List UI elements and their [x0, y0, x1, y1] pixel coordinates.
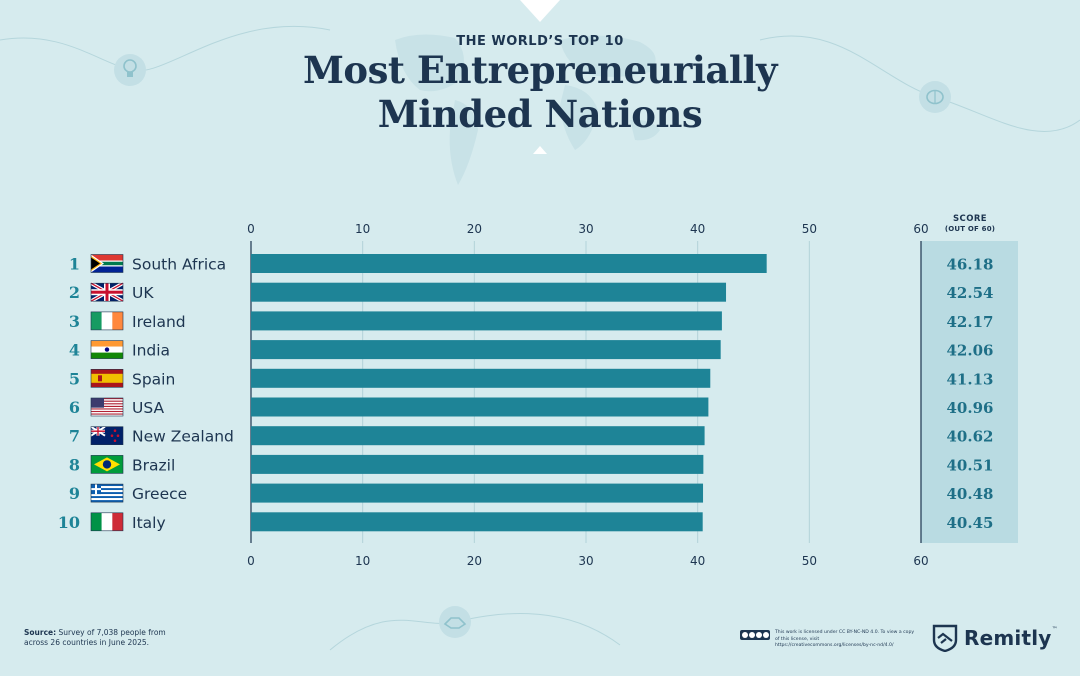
- flag-ireland-icon: [90, 311, 124, 331]
- license-text: This work is licensed under CC BY-NC-ND …: [775, 630, 915, 648]
- tick-label-top-40: 40: [690, 222, 705, 236]
- rank-label: 9: [69, 484, 80, 503]
- country-label: India: [132, 342, 170, 360]
- country-label: New Zealand: [132, 428, 234, 446]
- bar-india: [251, 340, 721, 360]
- tick-label-top-30: 30: [578, 222, 593, 236]
- rank-label: 7: [69, 427, 80, 446]
- score-value: 42.17: [947, 313, 994, 331]
- tick-label-top-10: 10: [355, 222, 370, 236]
- flag-new-zealand-icon: [90, 425, 124, 446]
- country-label: Spain: [132, 370, 175, 388]
- flag-uk-icon: [90, 281, 124, 303]
- cc-license-icon: [740, 630, 770, 640]
- trademark-mark: ™: [1051, 626, 1058, 633]
- flag-spain-icon: [90, 368, 124, 388]
- score-value: 46.18: [947, 256, 994, 274]
- score-value: 42.54: [947, 284, 994, 302]
- rank-label: 10: [58, 513, 80, 532]
- tick-label-top-50: 50: [802, 222, 817, 236]
- source-text: Survey of 7,038 people from across 26 co…: [24, 628, 166, 647]
- rank-label: 6: [69, 398, 80, 417]
- source-label: Source:: [24, 628, 57, 637]
- score-value: 41.13: [947, 370, 994, 388]
- bar-brazil: [251, 454, 704, 474]
- rank-label: 5: [69, 369, 80, 388]
- world-map-icon: [395, 34, 660, 185]
- rank-label: 2: [69, 283, 80, 302]
- country-label: USA: [132, 399, 164, 417]
- title-notch: [533, 146, 547, 154]
- license-note: This work is licensed under CC BY-NC-ND …: [740, 630, 915, 650]
- bar-ireland: [251, 311, 722, 331]
- title-line-2: Minded Nations: [377, 92, 703, 136]
- tick-label-bottom-0: 0: [247, 554, 255, 568]
- score-subheading: (OUT OF 60): [944, 225, 996, 233]
- bar-south-africa: [251, 254, 767, 273]
- bar-spain: [251, 368, 711, 388]
- score-column-header: SCORE (OUT OF 60): [922, 214, 1018, 233]
- flag-usa-icon: [90, 397, 124, 417]
- handshake-icon: [439, 606, 471, 638]
- score-value: 42.06: [947, 342, 994, 360]
- tick-label-bottom-20: 20: [467, 554, 482, 568]
- rank-label: 4: [69, 341, 80, 360]
- tick-label-bottom-30: 30: [578, 554, 593, 568]
- score-value: 40.96: [947, 399, 994, 417]
- tick-label-top-0: 0: [247, 222, 255, 236]
- tick-label-bottom-10: 10: [355, 554, 370, 568]
- score-panel: [921, 241, 1018, 543]
- bar-usa: [251, 397, 709, 417]
- tick-label-bottom-50: 50: [802, 554, 817, 568]
- score-heading: SCORE: [953, 214, 987, 224]
- source-note: Source: Survey of 7,038 people from acro…: [24, 628, 174, 648]
- brand-logo: Remitly™: [932, 622, 1058, 654]
- lightbulb-icon: [114, 54, 146, 86]
- bar-italy: [251, 512, 703, 532]
- score-value: 40.48: [947, 485, 994, 503]
- brain-icon: [919, 81, 951, 113]
- country-label: UK: [132, 284, 154, 302]
- country-label: Brazil: [132, 456, 175, 474]
- score-value: 40.51: [947, 456, 994, 474]
- bar-uk: [251, 282, 727, 302]
- country-label: Ireland: [132, 313, 186, 331]
- flag-india-icon: [90, 340, 124, 359]
- bar-new-zealand: [251, 426, 705, 446]
- rank-label: 1: [69, 255, 80, 274]
- country-label: Greece: [132, 485, 187, 503]
- rank-label: 3: [69, 312, 80, 331]
- brand-name: Remitly™: [964, 626, 1058, 650]
- score-value: 40.45: [947, 514, 994, 532]
- flag-south-africa-icon: [90, 254, 124, 273]
- rank-label: 8: [69, 455, 80, 474]
- remitly-logo-icon: [932, 624, 958, 652]
- tick-label-bottom-40: 40: [690, 554, 705, 568]
- tick-label-top-20: 20: [467, 222, 482, 236]
- page-title: Most Entrepreneurially Minded Nations: [0, 48, 1080, 136]
- bar-greece: [251, 483, 704, 503]
- country-label: South Africa: [132, 256, 226, 274]
- score-value: 40.62: [947, 428, 994, 446]
- tick-label-top-60: 60: [913, 222, 928, 236]
- title-line-1: Most Entrepreneurially: [302, 48, 778, 92]
- tick-label-bottom-60: 60: [913, 554, 928, 568]
- flag-brazil-icon: [90, 455, 124, 474]
- flag-greece-icon: [90, 483, 124, 503]
- country-label: Italy: [132, 514, 166, 532]
- flag-italy-icon: [90, 512, 124, 532]
- top-notch: [520, 0, 560, 22]
- eyebrow-heading: THE WORLD’S TOP 10: [456, 34, 624, 49]
- brand-text: Remitly: [964, 626, 1052, 650]
